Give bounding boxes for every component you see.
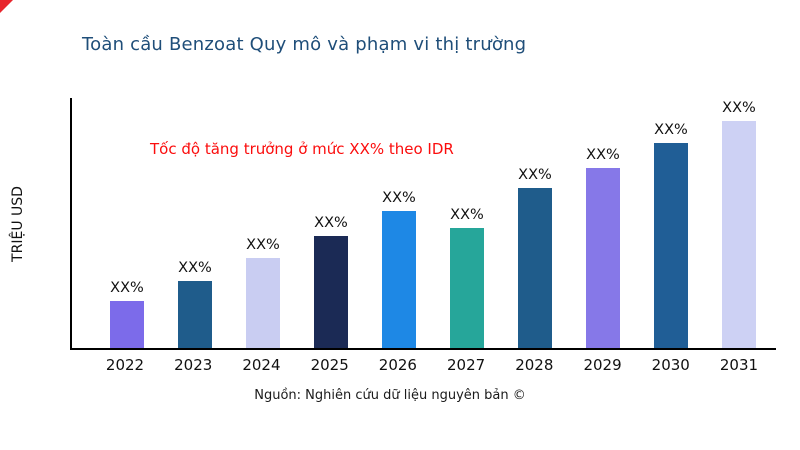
- bar-column: XX%: [638, 98, 704, 348]
- bar: [450, 228, 484, 348]
- bar-column: XX%: [298, 98, 364, 348]
- x-axis-tick-label: 2023: [174, 356, 213, 374]
- x-axis-tick-label: 2031: [719, 356, 759, 374]
- bar: [654, 143, 688, 348]
- bar: [178, 280, 212, 348]
- bar: [518, 188, 552, 348]
- bar: [722, 120, 756, 348]
- bar-value-label: XX%: [450, 207, 484, 223]
- bar-column: XX%: [230, 98, 296, 348]
- corner-logo-mark: [0, 0, 13, 13]
- bar-value-label: XX%: [110, 279, 144, 296]
- bar-value-label: XX%: [654, 122, 688, 138]
- source-note: Nguồn: Nghiên cứu dữ liệu nguyên bản ©: [254, 388, 526, 403]
- bar-value-label: XX%: [518, 167, 552, 183]
- bar-column: XX%: [162, 98, 228, 348]
- bar-column: XX%: [94, 98, 160, 348]
- bar: [382, 210, 416, 348]
- bar-value-label: XX%: [586, 147, 620, 163]
- bar-column: XX%: [502, 98, 568, 348]
- y-axis-label: TRIỆU USD: [10, 186, 26, 262]
- bar-column: XX%: [570, 98, 636, 348]
- x-axis-tick-label: 2029: [583, 356, 622, 374]
- bar-column: XX%: [706, 98, 772, 348]
- x-axis-tick-labels: 2022 2023 2024 2025 2026 2027 2028 2029 2030 2031: [70, 356, 776, 374]
- x-axis-tick-label: 2028: [515, 356, 554, 374]
- x-axis-tick-label: 2030: [651, 356, 690, 374]
- bar: [586, 168, 620, 348]
- chart-title: Toàn cầu Benzoat Quy mô và phạm vi thị t…: [82, 34, 527, 55]
- x-axis-tick-label: 2022: [105, 356, 145, 374]
- bar: [246, 258, 280, 348]
- growth-rate-annotation: Tốc độ tăng trưởng ở mức XX% theo IDR: [150, 140, 454, 158]
- x-axis-tick-label: 2025: [310, 356, 349, 374]
- x-axis-tick-label: 2026: [378, 356, 417, 374]
- bar-column: XX%: [366, 98, 432, 348]
- bars-container: XX% XX% XX% XX% XX% XX% XX% XX% XX% XX%: [72, 98, 776, 348]
- bar-value-label: XX%: [178, 259, 212, 276]
- bar-value-label: XX%: [382, 189, 416, 206]
- bar-value-label: XX%: [246, 237, 280, 253]
- plot-area: Tốc độ tăng trưởng ở mức XX% theo IDR XX…: [70, 98, 776, 350]
- x-axis-tick-label: 2024: [242, 356, 281, 374]
- bar: [314, 235, 348, 348]
- bar-value-label: XX%: [722, 99, 756, 116]
- bar-value-label: XX%: [314, 214, 348, 231]
- x-axis-tick-label: 2027: [447, 356, 486, 374]
- bar-column: XX%: [434, 98, 500, 348]
- bar: [110, 300, 144, 348]
